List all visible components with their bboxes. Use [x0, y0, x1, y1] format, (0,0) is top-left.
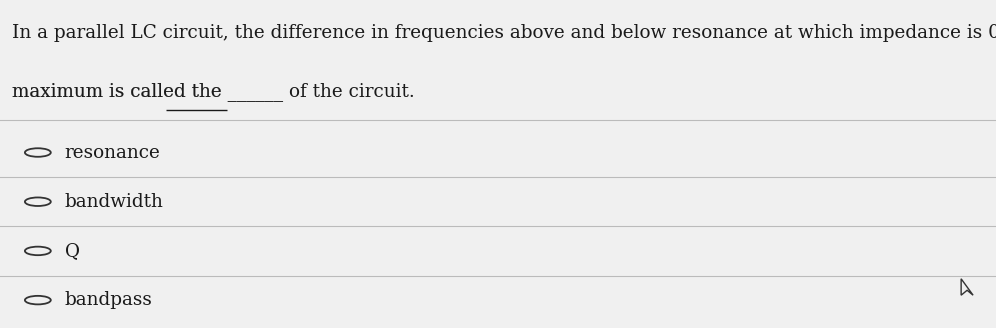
Text: maximum is called the ______ of the circuit.: maximum is called the ______ of the circ…	[12, 82, 414, 101]
Text: resonance: resonance	[65, 144, 160, 161]
Text: Q: Q	[65, 242, 80, 260]
Text: bandwidth: bandwidth	[65, 193, 163, 211]
Text: bandpass: bandpass	[65, 291, 152, 309]
Text: In a parallel LC circuit, the difference in frequencies above and below resonanc: In a parallel LC circuit, the difference…	[12, 24, 996, 42]
Text: maximum is called the: maximum is called the	[12, 83, 227, 101]
Text: maximum is called the ______: maximum is called the ______	[12, 82, 283, 101]
